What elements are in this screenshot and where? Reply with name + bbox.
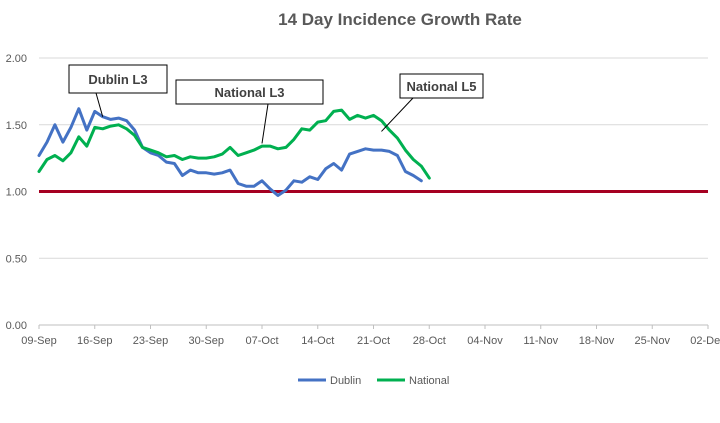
legend-item-national: National — [377, 375, 449, 387]
x-tick-label: 23-Sep — [133, 335, 168, 347]
x-tick-label: 18-Nov — [579, 335, 615, 347]
series-group — [37, 107, 431, 197]
y-tick-label: 0.00 — [6, 320, 27, 332]
annotation-callout: National L5 — [381, 73, 484, 132]
callout-leader — [95, 92, 104, 117]
callout-label: National L3 — [214, 85, 284, 100]
x-tick-label: 25-Nov — [635, 335, 671, 347]
annotations: Dublin L3 National L3 National L5 — [68, 64, 484, 144]
callout-box — [175, 79, 324, 105]
callout-leader — [381, 97, 414, 132]
callout-label: National L5 — [406, 79, 476, 94]
x-tick-label: 16-Sep — [77, 335, 112, 347]
x-tick-label: 30-Sep — [189, 335, 224, 347]
chart-title: 14 Day Incidence Growth Rate — [278, 10, 522, 29]
series-line-dublin — [37, 107, 423, 197]
legend-label: Dublin — [330, 375, 361, 387]
callout-box — [399, 73, 484, 99]
x-tick-label: 11-Nov — [523, 335, 558, 347]
callout-box — [68, 64, 168, 94]
legend-label: National — [409, 375, 449, 387]
y-tick-label: 1.50 — [6, 120, 27, 132]
legend: Dublin National — [298, 375, 449, 387]
x-tick-label: 04-Nov — [467, 335, 503, 347]
callout-label: Dublin L3 — [88, 72, 147, 87]
x-tick-label: 21-Oct — [357, 335, 390, 347]
x-tick-label: 09-Sep — [21, 335, 56, 347]
legend-item-dublin: Dublin — [298, 375, 361, 387]
x-tick-label: 14-Oct — [301, 335, 334, 347]
x-tick-label: 02-Dec — [690, 335, 720, 347]
y-axis-ticks: 0.00 0.50 1.00 1.50 2.00 — [6, 53, 27, 332]
annotation-callout: National L3 — [175, 79, 324, 144]
annotation-callout: Dublin L3 — [68, 64, 168, 117]
series-line-national — [37, 108, 431, 180]
x-axis-ticks: 09-Sep 16-Sep 23-Sep 30-Sep 07-Oct 14-Oct 21-O… — [21, 325, 720, 347]
x-tick-label: 07-Oct — [245, 335, 278, 347]
y-tick-label: 0.50 — [6, 253, 27, 265]
y-tick-label: 2.00 — [6, 53, 27, 65]
callout-leader — [261, 103, 269, 144]
y-tick-label: 1.00 — [6, 187, 27, 199]
x-tick-label: 28-Oct — [413, 335, 446, 347]
